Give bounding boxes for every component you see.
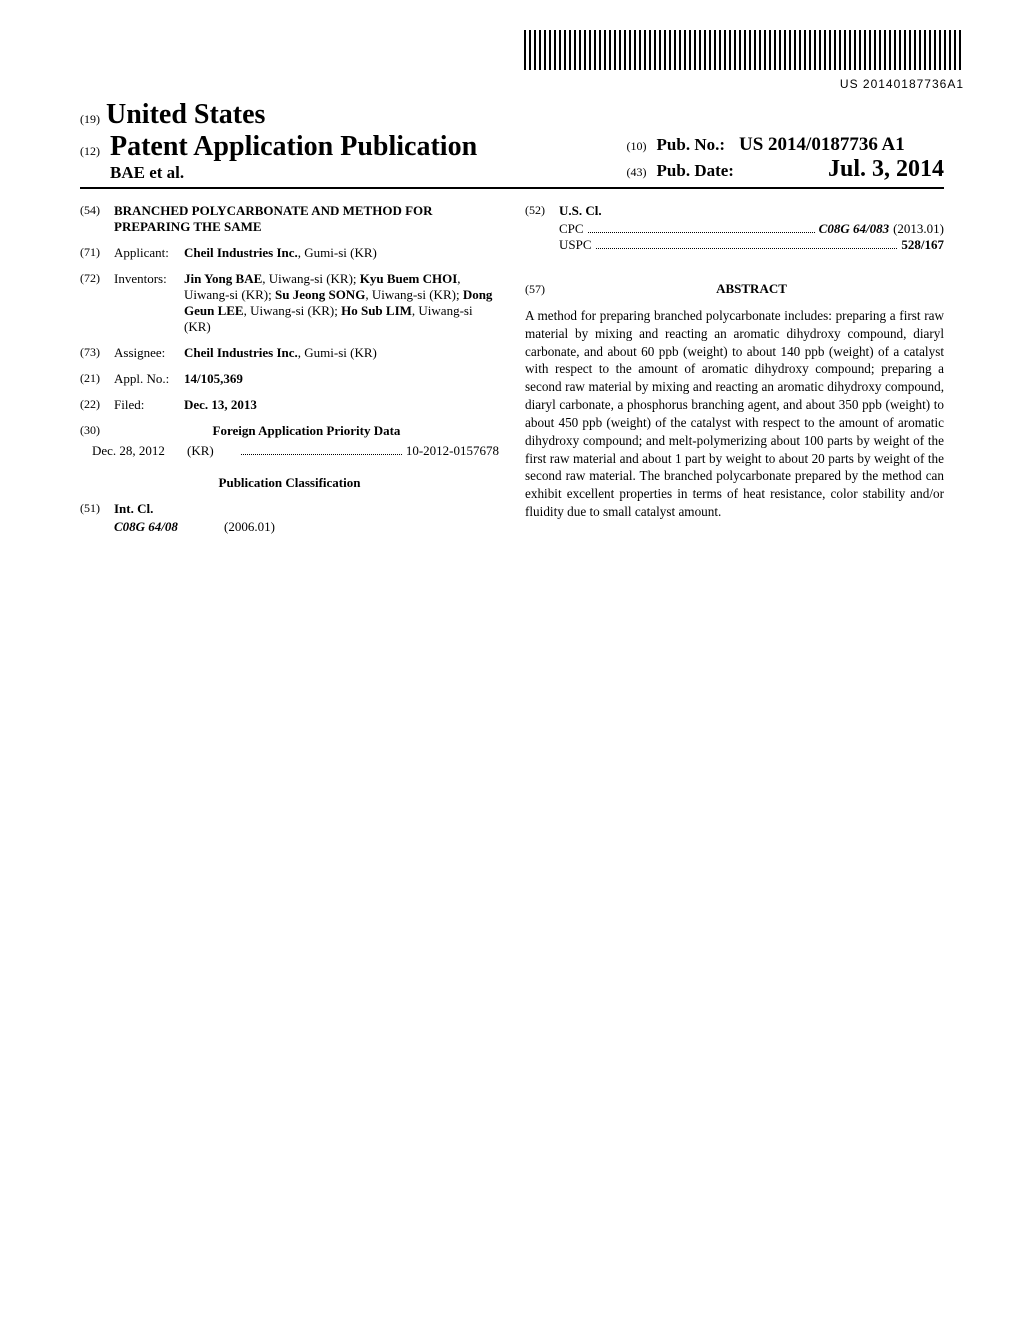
inventor-name: Kyu Buem CHOI: [360, 271, 458, 286]
priority-date: Dec. 28, 2012: [92, 443, 187, 459]
assignee-value: Cheil Industries Inc., Gumi-si (KR): [184, 345, 499, 361]
filed-field: (22) Filed: Dec. 13, 2013: [80, 397, 499, 413]
filed-value: Dec. 13, 2013: [184, 397, 499, 413]
abstract-heading: ABSTRACT: [559, 281, 944, 297]
country-name: United States: [106, 99, 265, 131]
dotted-leader: [588, 222, 815, 233]
pubno-num: (10): [627, 139, 647, 153]
inventor-loc: , Uiwang-si (KR);: [262, 271, 360, 286]
uscl-label: U.S. Cl.: [559, 203, 602, 219]
uspc-value: 528/167: [901, 237, 944, 253]
assignee-label: Assignee:: [114, 345, 184, 361]
inventor-loc: , Uiwang-si (KR);: [365, 287, 463, 302]
priority-country: (KR): [187, 443, 237, 459]
cpc-row: CPC C08G 64/083 (2013.01): [559, 221, 944, 237]
uscl-num: (52): [525, 203, 559, 219]
intcl-row: C08G 64/08 (2006.01): [114, 519, 499, 535]
inventor-name: Jin Yong BAE: [184, 271, 262, 286]
document-header: (19) United States (12) Patent Applicati…: [80, 99, 944, 183]
cpc-value: C08G 64/083: [819, 221, 889, 237]
assignee-loc: , Gumi-si (KR): [298, 345, 377, 360]
foreign-priority-heading: Foreign Application Priority Data: [114, 423, 499, 439]
cpc-label: CPC: [559, 221, 584, 237]
inventor-name: Ho Sub LIM: [341, 303, 412, 318]
inventor-loc: , Uiwang-si (KR);: [244, 303, 342, 318]
inventors-num: (72): [80, 271, 114, 335]
pub-classification-heading: Publication Classification: [80, 475, 499, 491]
document-type: Patent Application Publication: [110, 131, 477, 162]
dotted-leader: [241, 444, 402, 455]
header-divider: [80, 187, 944, 189]
inventors-label: Inventors:: [114, 271, 184, 335]
assignee-field: (73) Assignee: Cheil Industries Inc., Gu…: [80, 345, 499, 361]
invention-title: BRANCHED POLYCARBONATE AND METHOD FOR PR…: [114, 203, 499, 235]
doctype-num: (12): [80, 144, 100, 158]
applicant-label: Applicant:: [114, 245, 184, 261]
applicant-num: (71): [80, 245, 114, 261]
barcode-graphic: [524, 30, 964, 70]
pubno-value: US 2014/0187736 A1: [739, 134, 905, 155]
country-code-num: (19): [80, 112, 100, 127]
foreign-priority-field: (30) Foreign Application Priority Data: [80, 423, 499, 439]
applicant-value: Cheil Industries Inc., Gumi-si (KR): [184, 245, 499, 261]
pubdate-label: Pub. Date:: [657, 161, 734, 180]
pubdate-num: (43): [627, 165, 647, 179]
abstract-text: A method for preparing branched polycarb…: [525, 307, 944, 521]
pubno-label: Pub. No.:: [657, 135, 725, 154]
applicant-loc: , Gumi-si (KR): [298, 245, 377, 260]
inventors-field: (72) Inventors: Jin Yong BAE, Uiwang-si …: [80, 271, 499, 335]
intcl-field: (51) Int. Cl.: [80, 501, 499, 517]
foreign-priority-num: (30): [80, 423, 114, 439]
dotted-leader: [596, 238, 898, 249]
title-num: (54): [80, 203, 114, 235]
intcl-label: Int. Cl.: [114, 501, 153, 517]
pubdate-value: Jul. 3, 2014: [828, 156, 944, 182]
filed-label: Filed:: [114, 397, 184, 413]
intcl-code: C08G 64/08: [114, 519, 224, 535]
assignee-name: Cheil Industries Inc.: [184, 345, 298, 360]
applno-value: 14/105,369: [184, 371, 499, 387]
intcl-year: (2006.01): [224, 519, 275, 535]
filed-num: (22): [80, 397, 114, 413]
left-column: (54) BRANCHED POLYCARBONATE AND METHOD F…: [80, 203, 499, 535]
bibliographic-columns: (54) BRANCHED POLYCARBONATE AND METHOD F…: [80, 203, 944, 535]
uspc-row: USPC 528/167: [559, 237, 944, 253]
inventors-value: Jin Yong BAE, Uiwang-si (KR); Kyu Buem C…: [184, 271, 499, 335]
applicant-name: Cheil Industries Inc.: [184, 245, 298, 260]
cpc-year: (2013.01): [893, 221, 944, 237]
priority-row: Dec. 28, 2012 (KR) 10-2012-0157678: [92, 443, 499, 459]
inventor-name: Su Jeong SONG: [275, 287, 365, 302]
right-column: (52) U.S. Cl. CPC C08G 64/083 (2013.01) …: [525, 203, 944, 535]
uscl-field: (52) U.S. Cl.: [525, 203, 944, 219]
authors-line: BAE et al.: [110, 163, 477, 183]
applno-label: Appl. No.:: [114, 371, 184, 387]
applno-field: (21) Appl. No.: 14/105,369: [80, 371, 499, 387]
title-field: (54) BRANCHED POLYCARBONATE AND METHOD F…: [80, 203, 499, 235]
applno-num: (21): [80, 371, 114, 387]
priority-number: 10-2012-0157678: [406, 443, 499, 459]
intcl-num: (51): [80, 501, 114, 517]
barcode-text: US 20140187736A1: [80, 77, 964, 91]
abstract-num: (57): [525, 282, 559, 297]
barcode-region: US 20140187736A1: [80, 30, 964, 91]
uspc-label: USPC: [559, 237, 592, 253]
assignee-num: (73): [80, 345, 114, 361]
applicant-field: (71) Applicant: Cheil Industries Inc., G…: [80, 245, 499, 261]
